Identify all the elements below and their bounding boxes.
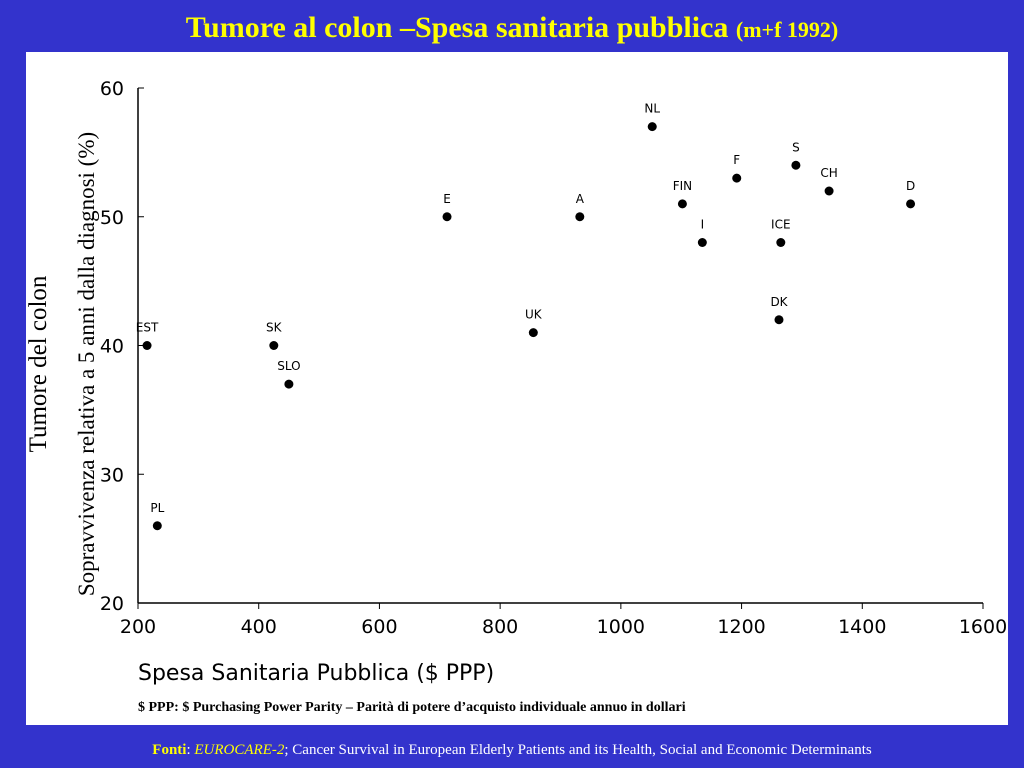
y-tick-label: 40 [100,336,124,358]
point-label: F [733,153,740,167]
point-label: UK [525,308,543,322]
y-tick-label: 20 [100,593,124,615]
slide-title: Tumore al colon –Spesa sanitaria pubblic… [0,10,1024,48]
footer-source: EUROCARE-2 [194,742,285,758]
x-axis-title: Spesa Sanitaria Pubblica ($ PPP) [138,661,494,686]
data-point [791,160,801,170]
data-point [774,315,784,325]
chart-footnote: $ PPP: $ Purchasing Power Parity – Parit… [138,700,686,715]
x-tick-label: 800 [482,616,518,638]
data-point [824,186,834,196]
point-label: PL [150,501,164,515]
data-point [142,341,152,350]
point-label: SK [266,321,283,335]
title-main: Tumore al colon –Spesa sanitaria pubblic… [185,11,729,44]
point-label: A [576,192,585,206]
x-tick-label: 1000 [597,616,645,638]
point-label: D [906,179,915,193]
x-tick-label: 400 [241,616,277,638]
data-point [284,379,294,389]
data-point [906,199,916,209]
data-point [697,238,707,247]
point-label: CH [820,166,837,180]
data-point [152,521,162,531]
scatter-chart: 20 30 40 50 60 200 400 600 800 1000 1200 1400 1600 Sp… [26,78,1007,715]
data-point [776,238,786,247]
point-label: SLO [277,359,300,373]
footer-label: Fonti [152,742,187,758]
x-tick-label: 1200 [717,616,765,638]
footer-text: ; Cancer Survival in European Elderly Pa… [284,742,872,758]
point-label: E [443,192,451,206]
chart-panel: 20 30 40 50 60 200 400 600 800 1000 1200 1400 1600 Sp… [26,52,1008,725]
footer-separator: : [186,742,195,758]
data-point [677,199,687,209]
x-tick-label: 1400 [838,616,886,638]
data-point [442,212,452,222]
point-label: I [701,218,705,232]
data-point [528,328,538,338]
y-tick-label: 30 [100,464,124,486]
y-axis-title-inner: Sopravvivenza relativa a 5 anni dalla di… [74,132,99,596]
point-label: NL [644,102,660,116]
point-label: FIN [673,179,692,193]
point-label: EST [136,321,159,335]
point-label: DK [770,295,788,309]
y-tick-label: 60 [100,78,124,100]
title-subtitle: (m+f 1992) [735,17,839,42]
data-point [575,212,585,222]
point-label: S [792,140,800,154]
point-label: ICE [771,218,791,232]
x-tick-label: 1600 [959,616,1007,638]
data-point [732,173,742,183]
y-axis-title-outer: Tumore del colon [26,275,52,452]
y-tick-label: 50 [100,207,124,229]
data-point [647,122,657,132]
data-point [269,341,279,350]
x-tick-label: 200 [120,616,156,638]
source-footer: Fonti: EUROCARE-2; Cancer Survival in Eu… [0,742,1024,759]
x-tick-label: 600 [361,616,397,638]
